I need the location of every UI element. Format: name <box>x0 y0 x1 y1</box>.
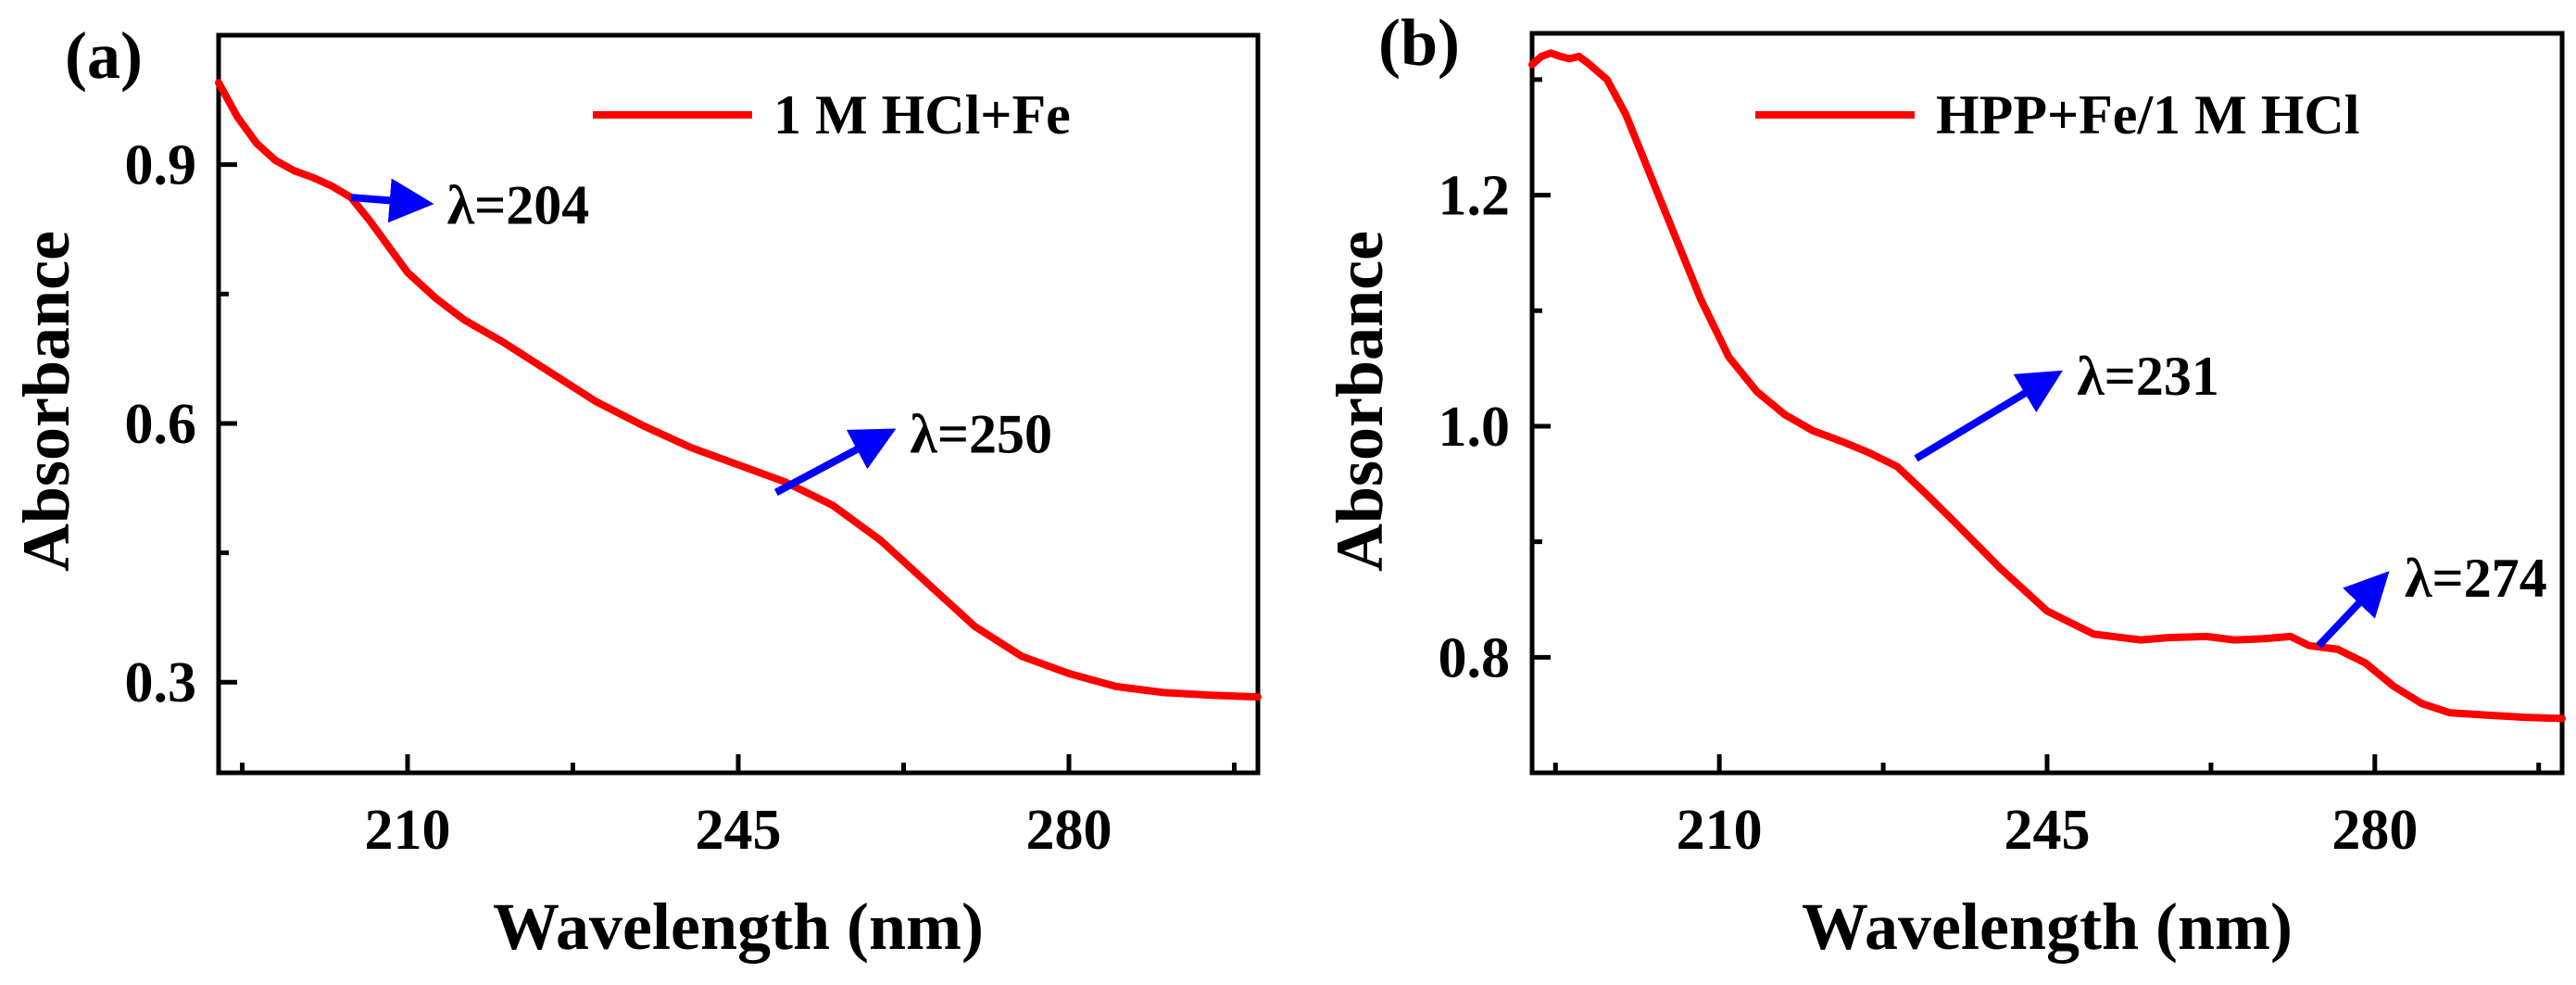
panel-b-y-tick-label: 1.2 <box>1439 165 1511 228</box>
panel-b-y-ticks: 0.8 1.0 1.2 <box>1439 77 1551 776</box>
panel-a-annotation-arrow <box>773 428 897 496</box>
panel-a-series-line <box>215 79 1262 701</box>
panel-b-annotation-label: λ=231 <box>2077 346 2219 407</box>
panel-b-x-tick-label: 245 <box>2004 799 2091 862</box>
panel-a-legend: 1 M HCl+Fe <box>593 84 1071 145</box>
panel-a-plot-frame <box>216 32 1261 776</box>
panel-a-label: (a) <box>65 19 143 93</box>
panel-a-y-tick-label: 0.6 <box>125 393 197 456</box>
panel-b-label: (b) <box>1378 6 1460 80</box>
panel-a-x-ticks: 210 245 280 <box>240 754 1237 862</box>
panel-a-chart: (a) 210 245 280 0.3 0.6 0.9 λ=204 λ=250 1 M H… <box>9 19 1262 964</box>
panel-a-annotations: λ=204 λ=250 <box>350 175 1052 496</box>
panel-a-y-ticks: 0.3 0.6 0.9 <box>125 32 237 714</box>
panel-b-annotation-arrow <box>2316 571 2390 649</box>
panel-b-x-tick-label: 210 <box>1677 799 1763 862</box>
panel-a-annotation-arrow <box>350 178 434 223</box>
panel-a-annotation-label: λ=204 <box>447 175 590 236</box>
panel-a-annotation-label: λ=250 <box>910 403 1052 464</box>
panel-a-x-tick-label: 210 <box>365 799 451 862</box>
panel-b-annotation-label: λ=274 <box>2405 548 2547 609</box>
panel-b-chart: (b) 210 245 280 0.8 1.0 1.2 λ=231 λ=274 HPP+F… <box>1323 6 2566 964</box>
panel-b-series-line <box>1528 49 2566 723</box>
panel-b-y-tick-label: 0.8 <box>1439 626 1511 689</box>
panel-a-series <box>215 79 1262 701</box>
panel-a-y-tick-label: 0.3 <box>125 651 197 714</box>
panel-a-x-axis-title: Wavelength (nm) <box>493 890 984 964</box>
panel-b-series <box>1528 49 2566 723</box>
panel-b-x-ticks: 210 245 280 <box>1552 754 2542 862</box>
panel-b-y-axis-title: Absorbance <box>1323 231 1397 572</box>
panel-b-y-tick-label: 1.0 <box>1439 396 1511 459</box>
panel-b-annotations: λ=231 λ=274 <box>1914 346 2547 649</box>
panel-b-x-axis-title: Wavelength (nm) <box>1802 890 2293 964</box>
panel-b-legend: HPP+Fe/1 M HCl <box>1755 84 2359 145</box>
panel-a-x-tick-label: 280 <box>1026 799 1112 862</box>
panel-a-y-tick-label: 0.9 <box>125 134 197 197</box>
panel-b-annotation-arrow <box>1914 370 2064 462</box>
panel-a-legend-label: 1 M HCl+Fe <box>773 84 1071 145</box>
panel-b-x-tick-label: 280 <box>2331 799 2418 862</box>
panel-a-y-axis-title: Absorbance <box>9 231 83 572</box>
panel-a-x-tick-label: 245 <box>696 799 782 862</box>
panel-b-legend-label: HPP+Fe/1 M HCl <box>1936 84 2359 145</box>
